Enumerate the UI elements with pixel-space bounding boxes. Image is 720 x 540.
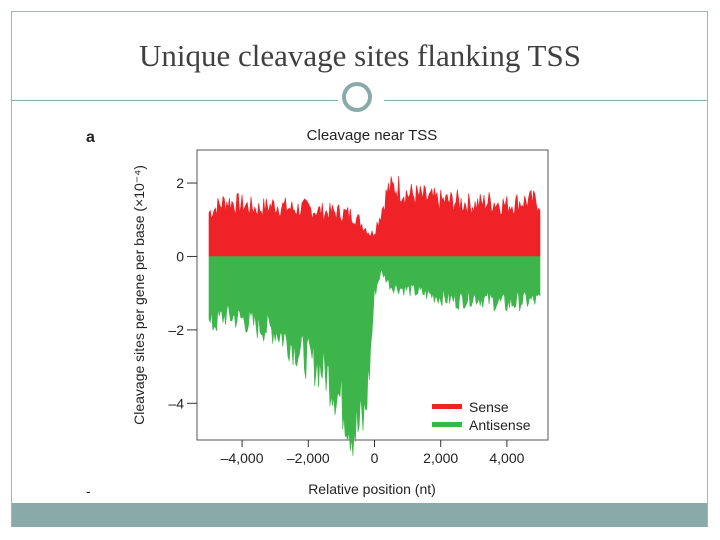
title-divider-right <box>384 100 707 101</box>
footnote-mark: - <box>86 483 91 499</box>
series-area-sense <box>208 175 541 257</box>
x-tick-label: –2,000 <box>287 450 330 466</box>
slide-title: Unique cleavage sites flanking TSS <box>139 38 581 73</box>
y-tick-label: 2 <box>176 175 184 191</box>
chart-title: Cleavage near TSS <box>307 127 438 144</box>
axis-layer: –4,000 –2,000 0 2,000 4,000 2 0 –2 –4 <box>168 175 524 466</box>
x-axis-label: Relative position (nt) <box>308 481 436 497</box>
cleavage-chart: a Cleavage near TSS –4,000 –2,000 0 2,000 4,… <box>86 127 549 499</box>
legend-label-sense: Sense <box>469 399 509 415</box>
y-tick-label: –2 <box>168 322 184 338</box>
series-area-antisense <box>208 256 541 456</box>
legend-label-antisense: Antisense <box>469 417 531 433</box>
figure-panel: a Cleavage near TSS –4,000 –2,000 0 2,000 4,… <box>80 118 560 503</box>
plot-frame <box>196 149 549 441</box>
y-tick-label: –4 <box>168 395 184 411</box>
title-divider-ring <box>342 82 372 112</box>
x-tick-label: 0 <box>371 450 379 466</box>
x-tick-label: 2,000 <box>423 450 458 466</box>
x-tick-label: –4,000 <box>221 450 264 466</box>
legend-swatch-sense <box>432 404 462 409</box>
legend-swatch-antisense <box>432 422 462 427</box>
x-tick-label: 4,000 <box>489 450 524 466</box>
y-tick-label: 0 <box>176 248 184 264</box>
legend: Sense Antisense <box>432 399 531 433</box>
title-divider-left <box>12 100 338 101</box>
panel-label: a <box>86 129 95 146</box>
y-axis-label: Cleavage sites per gene per base (×10⁻⁴) <box>131 165 147 425</box>
plot-layer <box>208 175 541 456</box>
bottom-band <box>12 503 707 527</box>
